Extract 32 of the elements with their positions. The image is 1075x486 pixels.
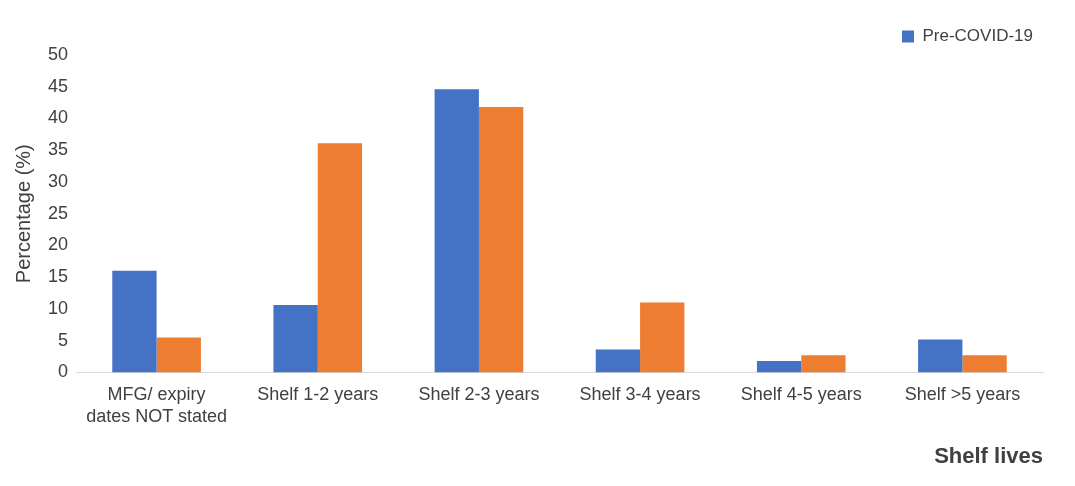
bar <box>478 107 524 373</box>
y-tick-label: 5 <box>58 329 69 350</box>
x-tick-label: Shelf 2-3 years <box>418 384 540 405</box>
y-tick-label: 25 <box>47 202 69 223</box>
x-tick-label: Shelf 1-2 years <box>257 384 379 405</box>
bar <box>595 349 641 373</box>
x-tick-label: Shelf 4-5 years <box>740 384 862 405</box>
bar <box>273 305 318 373</box>
bar <box>156 337 201 373</box>
y-tick-label: 15 <box>47 266 69 287</box>
y-tick-label: 0 <box>58 361 69 382</box>
y-tick-label: 50 <box>47 43 69 64</box>
x-tick-label: Shelf 3-4 years <box>579 384 701 405</box>
legend-label: Pre-COVID-19 <box>922 26 1034 46</box>
x-tick-label: MFG/ expiry dates NOT stated <box>86 384 227 426</box>
bar <box>918 339 963 373</box>
y-tick-label: 10 <box>47 297 69 318</box>
y-tick-label: 20 <box>47 234 69 255</box>
bar <box>962 355 1007 373</box>
y-axis-title: Percentage (%) <box>11 144 34 284</box>
bar <box>640 302 685 373</box>
y-tick-label: 40 <box>47 107 69 128</box>
x-tick-label: Shelf >5 years <box>904 384 1021 405</box>
bar <box>434 89 479 373</box>
y-tick-label: 30 <box>47 170 69 191</box>
bar <box>112 270 157 373</box>
bar <box>801 355 846 373</box>
x-axis-title: Shelf lives <box>934 442 1043 468</box>
bar <box>756 360 802 373</box>
y-tick-label: 35 <box>47 139 69 160</box>
y-tick-label: 45 <box>47 75 69 96</box>
bar <box>317 143 363 373</box>
